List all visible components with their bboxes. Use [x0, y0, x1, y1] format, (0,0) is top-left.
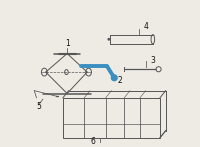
- Text: 3: 3: [150, 56, 155, 65]
- Text: 6: 6: [90, 137, 95, 146]
- Circle shape: [107, 38, 110, 41]
- Bar: [63, 98, 160, 138]
- Text: 4: 4: [143, 22, 148, 31]
- Text: 5: 5: [36, 102, 41, 111]
- Text: 1: 1: [65, 39, 70, 48]
- Text: 2: 2: [118, 76, 122, 85]
- Circle shape: [111, 74, 118, 81]
